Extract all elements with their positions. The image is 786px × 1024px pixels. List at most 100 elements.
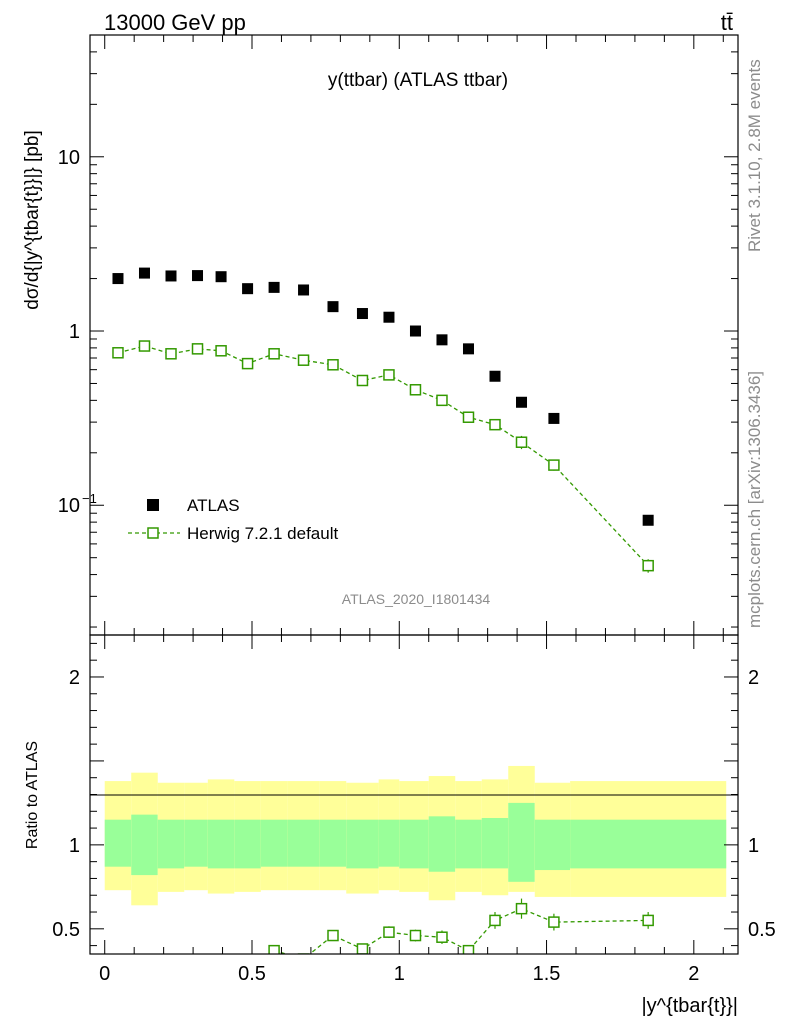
- legend-atlas-marker: [147, 499, 159, 511]
- main-data-layer: [112, 267, 654, 573]
- herwig-point: [409, 384, 422, 396]
- ratio-herwig-point: [297, 953, 310, 954]
- atlas-point: [516, 396, 528, 408]
- ratio-green-band: [234, 819, 261, 869]
- main-y-axis-label: dσ/d{|y^{tbar{t}}|} [pb]: [22, 130, 43, 310]
- ratio-green-band: [104, 819, 132, 867]
- main-y-tick-label: 10: [58, 495, 80, 517]
- herwig-point: [112, 347, 124, 359]
- herwig-point: [327, 359, 339, 371]
- ratio-green-band: [534, 819, 571, 871]
- ratio-green-band: [207, 819, 235, 869]
- legend-herwig-marker: [147, 527, 159, 539]
- atlas-point: [298, 284, 310, 296]
- ratio-green-band: [319, 819, 347, 867]
- rivet-version-label: Rivet 3.1.10, 2.8M events: [745, 59, 764, 252]
- ratio-green-band: [508, 802, 535, 882]
- ratio-axes: 0.5 0.5 1 1 2 2 0 0.5 1 1.5 2: [52, 635, 776, 985]
- ratio-y-tick-label-right: 2: [748, 667, 759, 689]
- ratio-herwig-point: [356, 943, 369, 954]
- ratio-herwig-point: [268, 944, 280, 954]
- analysis-label: ATLAS_2020_I1801434: [342, 591, 491, 607]
- atlas-point: [165, 270, 177, 282]
- ratio-green-band: [399, 819, 429, 869]
- herwig-point: [548, 459, 560, 471]
- main-panel: y(ttbar) (ATLAS ttbar) ATLAS_2020_I18014…: [22, 34, 739, 636]
- atlas-point: [215, 271, 227, 283]
- atlas-point: [383, 311, 395, 323]
- legend-atlas-label: ATLAS: [187, 496, 240, 515]
- energy-label: 13000 GeV pp: [104, 10, 246, 35]
- legend-herwig-label: Herwig 7.2.1 default: [187, 524, 338, 543]
- atlas-point: [462, 343, 474, 355]
- ratio-frame: [89, 634, 739, 955]
- ratio-herwig-point: [489, 914, 501, 927]
- herwig-point: [383, 369, 395, 381]
- atlas-point: [268, 281, 280, 293]
- x-tick-label: 1.5: [533, 963, 561, 985]
- ratio-green-band: [260, 819, 288, 867]
- herwig-point: [165, 348, 177, 360]
- ratio-herwig-point: [327, 929, 339, 942]
- ratio-green-band: [481, 818, 509, 869]
- mcplots-label: mcplots.cern.ch [arXiv:1306.3436]: [745, 371, 764, 628]
- atlas-point: [138, 267, 150, 279]
- ratio-y-tick-label-right: 0.5: [748, 919, 776, 941]
- ratio-green-band: [131, 814, 158, 876]
- ratio-y-tick-label-right: 1: [748, 835, 759, 857]
- atlas-point: [409, 325, 421, 337]
- herwig-point: [191, 343, 204, 355]
- ratio-y-axis-label: Ratio to ATLAS: [24, 741, 41, 849]
- ratio-herwig-point: [515, 902, 528, 915]
- ratio-uncertainty-bands: [104, 765, 727, 906]
- atlas-point: [642, 514, 654, 526]
- atlas-point: [192, 270, 204, 282]
- ratio-herwig-point: [409, 929, 422, 942]
- ratio-green-band: [455, 819, 482, 869]
- ratio-green-band: [157, 819, 185, 869]
- ratio-y-tick-label-left: 1: [69, 835, 80, 857]
- x-tick-label: 0.5: [238, 963, 266, 985]
- herwig-point: [515, 436, 528, 448]
- herwig-point: [138, 340, 151, 352]
- atlas-point: [356, 308, 368, 320]
- main-y-tick-label: 10: [58, 147, 80, 169]
- ratio-green-band: [346, 819, 379, 869]
- herwig-point: [215, 345, 227, 357]
- atlas-point: [436, 334, 448, 346]
- ratio-y-tick-label-left: 0.5: [52, 919, 80, 941]
- herwig-point: [356, 374, 369, 387]
- ratio-herwig-point: [462, 944, 475, 954]
- ratio-green-band: [428, 816, 456, 872]
- x-tick-label: 2: [688, 963, 699, 985]
- herwig-point: [268, 348, 280, 360]
- main-y-tick-label: 1: [69, 321, 80, 343]
- ratio-herwig-point: [642, 914, 654, 927]
- ratio-green-band: [378, 819, 400, 867]
- x-tick-label: 0: [99, 963, 110, 985]
- ratio-green-band: [184, 819, 208, 867]
- atlas-point: [112, 273, 124, 285]
- ratio-herwig-point: [383, 926, 395, 938]
- herwig-point: [436, 394, 448, 407]
- x-axis-label: |y^{tbar{t}}|: [641, 995, 738, 1017]
- atlas-point: [242, 283, 254, 295]
- process-label: tt̄: [721, 10, 733, 35]
- atlas-point: [327, 301, 339, 313]
- herwig-point: [462, 411, 475, 423]
- ratio-panel: Ratio to ATLAS 0.5 0.5 1 1 2 2 0 0.5 1 1.5 2 |y^{t…: [24, 634, 776, 1017]
- ratio-y-tick-label-left: 2: [69, 667, 80, 689]
- herwig-point: [297, 354, 310, 366]
- chart-title: y(ttbar) (ATLAS ttbar): [328, 70, 508, 91]
- ratio-green-band: [287, 819, 320, 867]
- legend: ATLAS Herwig 7.2.1 default: [128, 496, 338, 543]
- herwig-point: [489, 418, 501, 431]
- atlas-point: [548, 412, 560, 424]
- ratio-herwig-point: [548, 916, 560, 928]
- atlas-point: [489, 370, 501, 382]
- herwig-point: [241, 357, 254, 370]
- ratio-herwig-point: [436, 931, 448, 943]
- herwig-point: [642, 559, 654, 572]
